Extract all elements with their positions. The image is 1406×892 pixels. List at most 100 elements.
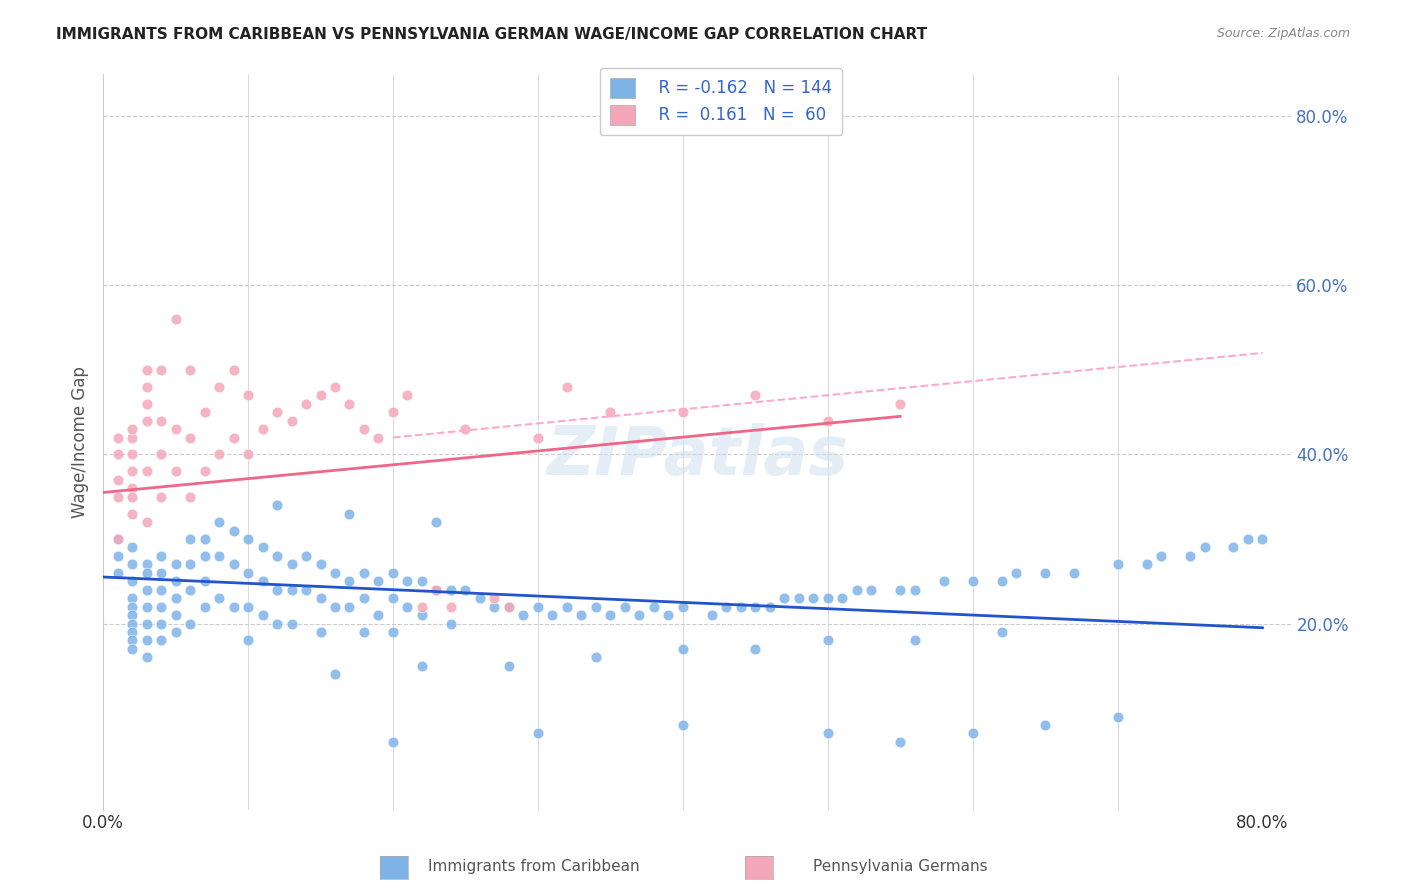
Point: [1063, 566, 1085, 580]
Point: [758, 599, 780, 614]
Point: [208, 380, 231, 394]
Point: [323, 667, 346, 681]
Point: [1107, 558, 1129, 572]
Point: [585, 599, 607, 614]
Point: [150, 414, 173, 428]
Point: [339, 599, 361, 614]
Point: [179, 363, 201, 377]
Point: [411, 608, 433, 623]
Point: [381, 591, 404, 606]
Point: [323, 599, 346, 614]
Point: [121, 490, 143, 504]
Point: [309, 558, 332, 572]
Point: [135, 363, 157, 377]
Point: [353, 566, 375, 580]
Point: [135, 616, 157, 631]
Point: [280, 558, 302, 572]
Point: [889, 735, 911, 749]
Point: [801, 591, 824, 606]
Point: [280, 616, 302, 631]
Point: [121, 633, 143, 648]
Point: [252, 608, 274, 623]
Point: [252, 574, 274, 589]
Point: [817, 726, 839, 740]
Point: [904, 633, 927, 648]
Point: [353, 591, 375, 606]
Point: [165, 574, 187, 589]
Point: [773, 591, 796, 606]
Point: [266, 549, 288, 563]
Point: [367, 574, 389, 589]
Point: [569, 608, 592, 623]
Point: [744, 641, 766, 656]
Point: [179, 532, 201, 546]
Point: [309, 388, 332, 402]
Point: [657, 608, 679, 623]
Point: [121, 422, 143, 436]
Point: [208, 447, 231, 461]
Point: [179, 430, 201, 444]
Point: [107, 549, 129, 563]
Point: [1194, 541, 1216, 555]
Point: [107, 447, 129, 461]
Point: [135, 650, 157, 665]
Point: [527, 430, 550, 444]
Point: [1135, 558, 1157, 572]
Point: [135, 515, 157, 529]
Point: [527, 726, 550, 740]
Point: [1107, 709, 1129, 723]
Point: [672, 599, 695, 614]
Point: [121, 481, 143, 495]
Point: [700, 608, 723, 623]
Point: [252, 422, 274, 436]
Point: [135, 380, 157, 394]
Point: [381, 735, 404, 749]
Point: [121, 608, 143, 623]
Point: [266, 405, 288, 419]
Point: [440, 582, 463, 597]
Point: [628, 608, 651, 623]
Point: [179, 616, 201, 631]
Point: [889, 582, 911, 597]
Point: [860, 582, 883, 597]
Point: [121, 616, 143, 631]
Point: [990, 624, 1012, 639]
Point: [121, 558, 143, 572]
Point: [381, 624, 404, 639]
Y-axis label: Wage/Income Gap: Wage/Income Gap: [72, 366, 89, 517]
Point: [367, 608, 389, 623]
Point: [222, 599, 245, 614]
Point: [121, 591, 143, 606]
Point: [309, 624, 332, 639]
Point: [990, 574, 1012, 589]
Point: [396, 574, 419, 589]
Point: [193, 405, 215, 419]
Point: [208, 515, 231, 529]
Point: [236, 388, 259, 402]
Point: [381, 566, 404, 580]
Point: [135, 397, 157, 411]
Point: [498, 599, 520, 614]
Point: [135, 558, 157, 572]
Point: [165, 312, 187, 326]
Point: [208, 549, 231, 563]
Point: [817, 591, 839, 606]
Point: [339, 397, 361, 411]
Point: [744, 599, 766, 614]
Point: [527, 599, 550, 614]
Point: [381, 405, 404, 419]
Point: [555, 599, 578, 614]
Point: [411, 599, 433, 614]
Point: [555, 380, 578, 394]
Point: [585, 650, 607, 665]
Point: [121, 447, 143, 461]
Point: [107, 430, 129, 444]
Point: [107, 532, 129, 546]
Point: [309, 591, 332, 606]
Point: [295, 397, 318, 411]
Point: [484, 599, 506, 614]
Point: [889, 397, 911, 411]
Point: [266, 582, 288, 597]
Point: [193, 599, 215, 614]
Point: [425, 515, 447, 529]
